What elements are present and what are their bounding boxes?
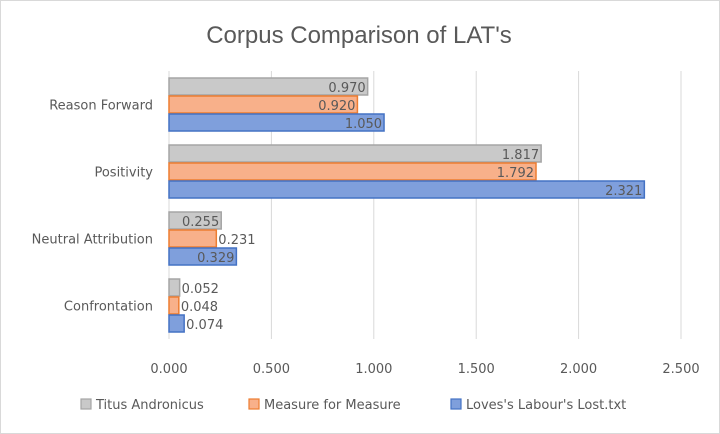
bar [168,278,181,297]
bar [168,296,180,315]
legend-item: Titus Andronicus [80,398,204,413]
data-label: 0.920 [318,99,355,114]
data-label: 1.050 [345,117,382,132]
bar [168,144,542,163]
bar [168,229,218,248]
legend-swatch [450,398,462,410]
x-tick-label: 0.000 [150,362,187,377]
legend-label: Loves's Labour's Lost.txt [466,398,626,413]
legend-label: Titus Andronicus [95,398,204,413]
category-label: Neutral Attribution [32,233,153,248]
category-label: Positivity [94,166,153,181]
bar [168,95,359,114]
bars [168,77,646,333]
data-label: 0.074 [186,318,223,333]
legend-swatch [80,398,92,410]
bar [168,314,185,333]
bar [168,113,385,132]
bar [168,180,646,199]
data-label: 0.329 [197,251,234,266]
data-label: 0.255 [182,215,219,230]
data-label: 1.817 [502,148,539,163]
legend: Titus Andronicus Measure for Measure Loves… [80,398,626,413]
data-label: 2.321 [605,184,642,199]
x-tick-label: 1.000 [355,362,392,377]
bar [168,247,238,266]
legend-item: Loves's Labour's Lost.txt [450,398,626,413]
chart-title: Corpus Comparison of LAT's [206,22,512,49]
x-tick-label: 2.500 [662,362,699,377]
category-label: Reason Forward [49,99,153,114]
data-label: 0.970 [328,81,365,96]
data-label: 0.231 [218,233,255,248]
data-label: 1.792 [497,166,534,181]
data-labels: 0.970 0.920 1.050 1.817 1.792 2.321 0.255 0.231… [181,81,643,333]
x-tick-label: 2.000 [560,362,597,377]
bar [168,77,369,96]
category-labels: Reason Forward Positivity Neutral Attribut… [32,99,154,315]
data-label: 0.048 [181,300,218,315]
data-label: 0.052 [182,282,219,297]
x-tick-label: 1.500 [458,362,495,377]
legend-swatch [248,398,260,410]
legend-item: Measure for Measure [248,398,401,413]
bar [168,211,222,230]
bar [168,162,537,181]
x-axis-ticks: 0.000 0.500 1.000 1.500 2.000 2.500 [150,362,699,377]
x-tick-label: 0.500 [253,362,290,377]
legend-label: Measure for Measure [264,398,401,413]
category-label: Confrontation [64,300,153,315]
